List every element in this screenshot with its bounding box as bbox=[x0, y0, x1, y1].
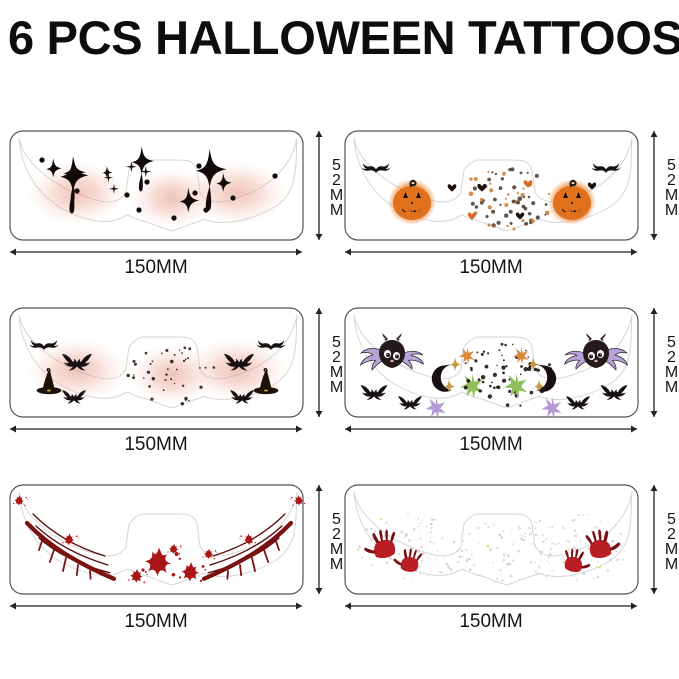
svg-text:150MM: 150MM bbox=[459, 257, 522, 278]
svg-text:150MM: 150MM bbox=[124, 257, 187, 278]
svg-text:150MM: 150MM bbox=[124, 611, 187, 632]
svg-text:150MM: 150MM bbox=[459, 611, 522, 632]
svg-text:150MM: 150MM bbox=[459, 434, 522, 455]
svg-text:150MM: 150MM bbox=[124, 434, 187, 455]
